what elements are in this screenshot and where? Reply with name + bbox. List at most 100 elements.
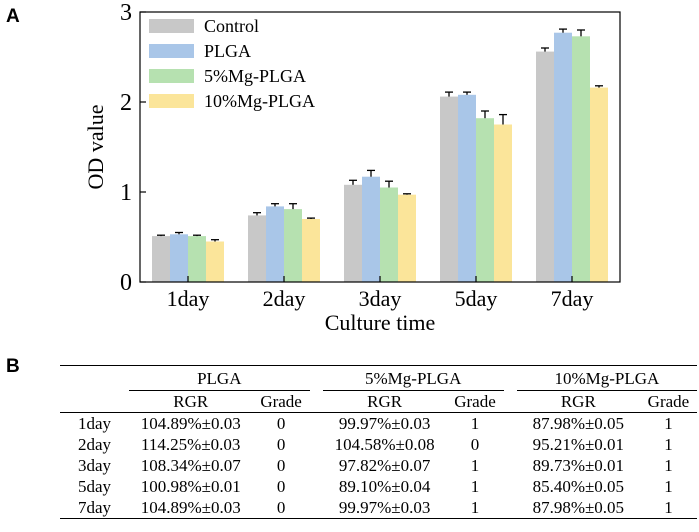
row-label: 5day	[78, 477, 112, 496]
cell-grade: 1	[470, 456, 480, 475]
bar	[284, 209, 302, 282]
x-tick-label: 2day	[263, 286, 306, 311]
cell-gap	[309, 497, 323, 519]
cell-grade: 1	[664, 414, 673, 433]
cell-rgr: 95.21%±0.01	[532, 435, 625, 454]
cell-rgr: 108.34%±0.07	[140, 456, 241, 475]
sub-header-rgr: RGR	[128, 390, 253, 413]
bar	[536, 51, 554, 282]
bar	[188, 236, 206, 282]
cell-rgr: 87.98%±0.05	[516, 497, 640, 519]
cell-rgr: 87.98%±0.05	[532, 414, 625, 433]
cell-rgr: 104.89%±0.03	[128, 497, 253, 519]
od-bar-chart: 0 1 2 3 1day 2day 3day 5day 7day Culture time OD v…	[83, 0, 621, 335]
table-row: 7day 104.89%±0.03 0 99.97%±0.03 1 87.98%±0.05…	[60, 497, 697, 519]
cell-grade: 1	[470, 414, 480, 433]
x-tick-label: 1day	[167, 286, 210, 311]
bar	[458, 94, 476, 282]
legend-swatch	[149, 94, 194, 108]
bar	[248, 215, 266, 282]
bar	[398, 194, 416, 282]
cell-gap	[310, 455, 323, 476]
cell-grade: 0	[276, 477, 286, 496]
cell-rgr: 89.10%±0.04	[338, 477, 431, 496]
sub-header-grade: Grade	[446, 390, 504, 413]
y-tick-label: 1	[120, 180, 132, 206]
cell-grade: 1	[446, 497, 504, 519]
cell-rgr: 104.58%±0.08	[334, 435, 435, 454]
cell-gap	[503, 497, 517, 519]
legend-swatch	[149, 19, 194, 33]
cell-grade: 1	[664, 477, 673, 496]
table-row: 2day 114.25%±0.03 0 104.58%±0.08 0 95.21%±0.0…	[60, 434, 697, 455]
x-tick-label: 5day	[455, 286, 498, 311]
cell-gap	[310, 434, 323, 455]
cell-grade: 1	[664, 456, 673, 475]
x-axis-title: Culture time	[325, 310, 436, 335]
bar	[266, 206, 284, 282]
cell-gap	[504, 413, 517, 435]
cell-grade: 1	[664, 435, 673, 454]
x-tick-label: 7day	[551, 286, 594, 311]
row-label: 7day	[60, 497, 129, 519]
bar	[494, 124, 512, 282]
group-header-plga: PLGA	[128, 365, 310, 391]
rgr-table: PLGA 5%Mg-PLGA 10%Mg-PLGA RGR Grade RGR …	[60, 365, 697, 519]
sub-header-rgr: RGR	[322, 390, 447, 413]
cell-grade: 0	[470, 435, 480, 454]
bar	[440, 96, 458, 282]
bar	[170, 234, 188, 282]
legend-label: PLGA	[204, 41, 251, 61]
legend-swatch	[149, 44, 194, 58]
y-tick-label: 3	[120, 0, 132, 26]
sub-header-rgr: RGR	[516, 390, 640, 413]
bar	[344, 184, 362, 282]
cell-grade: 0	[276, 414, 286, 433]
cell-rgr: 89.73%±0.01	[532, 456, 625, 475]
row-label: 3day	[78, 456, 112, 475]
cell-grade: 1	[639, 497, 697, 519]
bar	[590, 87, 608, 282]
y-tick-label: 0	[120, 270, 132, 296]
group-header-5mg: 5%Mg-PLGA	[322, 365, 504, 391]
legend-label: 10%Mg-PLGA	[204, 91, 315, 111]
table-corner	[60, 365, 129, 391]
cell-gap	[504, 455, 517, 476]
table-body: 1day 104.89%±0.03 0 99.97%±0.03 1 87.98%±0.05…	[60, 413, 697, 519]
cell-rgr: 114.25%±0.03	[141, 435, 241, 454]
cell-rgr: 99.97%±0.03	[322, 497, 447, 519]
cell-grade: 0	[276, 435, 286, 454]
legend-swatch	[149, 69, 194, 83]
bar	[476, 118, 494, 282]
bar	[206, 241, 224, 282]
cell-rgr: 100.98%±0.01	[140, 477, 241, 496]
cell-gap	[310, 413, 323, 435]
cell-gap	[504, 476, 517, 497]
cell-gap	[504, 434, 517, 455]
rgr-table-wrap: PLGA 5%Mg-PLGA 10%Mg-PLGA RGR Grade RGR …	[60, 365, 697, 519]
bar	[554, 32, 572, 283]
bar	[380, 187, 398, 282]
panel-label-b: B	[6, 356, 20, 377]
legend-label: Control	[204, 16, 259, 36]
row-label: 2day	[78, 435, 112, 454]
sub-header-grade: Grade	[252, 390, 310, 413]
cell-rgr: 104.89%±0.03	[140, 414, 241, 433]
table-row: 3day 108.34%±0.07 0 97.82%±0.07 1 89.73%±0.01…	[60, 455, 697, 476]
panel-label-a: A	[6, 6, 20, 27]
cell-rgr: 97.82%±0.07	[338, 456, 431, 475]
cell-rgr: 99.97%±0.03	[338, 414, 431, 433]
y-axis-title: OD value	[83, 105, 108, 190]
bar	[302, 219, 320, 282]
cell-rgr: 85.40%±0.05	[532, 477, 625, 496]
cell-grade: 0	[276, 456, 286, 475]
bar	[362, 176, 380, 282]
group-header-10mg: 10%Mg-PLGA	[516, 365, 697, 391]
bar	[572, 36, 590, 282]
bar	[152, 236, 170, 282]
legend-label: 5%Mg-PLGA	[204, 66, 306, 86]
table-row: 1day 104.89%±0.03 0 99.97%±0.03 1 87.98%±0.05…	[60, 413, 697, 435]
cell-grade: 1	[470, 477, 480, 496]
x-tick-label: 3day	[359, 286, 402, 311]
cell-grade: 0	[252, 497, 310, 519]
